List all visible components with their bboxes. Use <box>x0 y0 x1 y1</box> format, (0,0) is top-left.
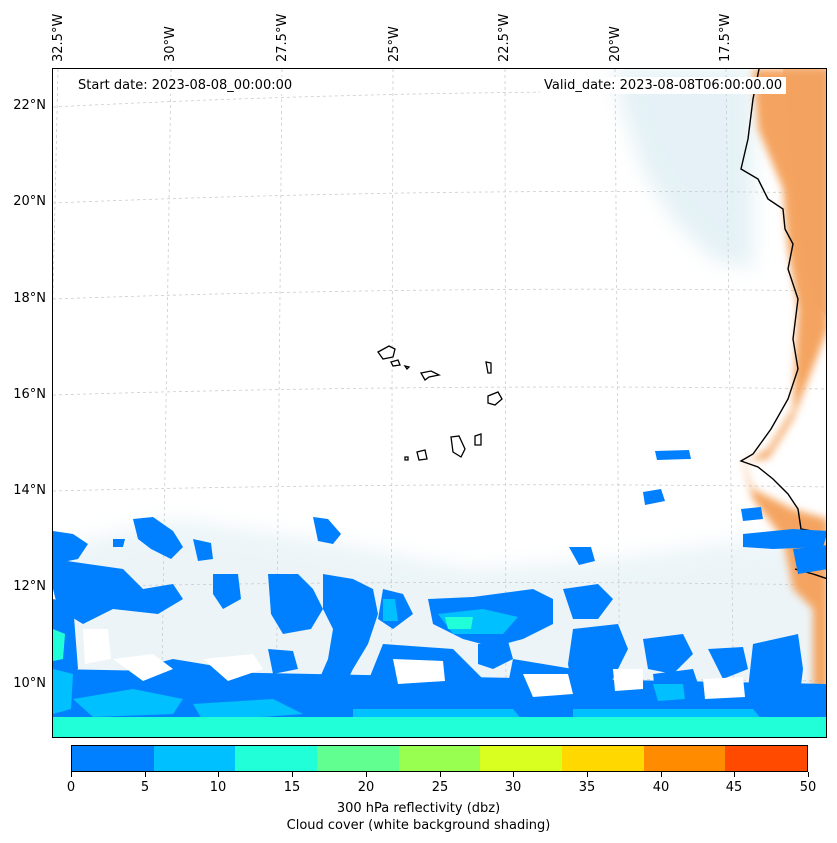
island-boa-vista <box>487 391 503 406</box>
colorbar-tick-mark <box>734 772 735 777</box>
colorbar-segment <box>643 746 726 771</box>
colorbar-tick-label: 5 <box>140 780 150 795</box>
colorbar-tick-mark <box>366 772 367 777</box>
latitude-label: 12°N <box>13 579 46 594</box>
cape-verde-islands <box>377 345 503 461</box>
colorbar-tick-mark <box>218 772 219 777</box>
colorbar-tick-label: 25 <box>431 780 449 795</box>
colorbar-tick-label: 0 <box>66 780 76 795</box>
colorbar-label: 300 hPa reflectivity (dbz) <box>336 801 501 816</box>
colorbar-segment <box>725 746 808 771</box>
colorbar-sublabel: Cloud cover (white background shading) <box>286 818 551 833</box>
island-santo-antao <box>377 345 396 360</box>
cloud-patch-northeast <box>613 69 753 269</box>
latitude-label: 18°N <box>13 291 46 306</box>
latitude-label: 20°N <box>13 194 46 209</box>
colorbar-tick-label: 20 <box>357 780 375 795</box>
island-sao-vicente <box>390 359 401 367</box>
latitude-label: 22°N <box>13 98 46 113</box>
colorbar <box>71 745 808 772</box>
colorbar-tick-mark <box>513 772 514 777</box>
map-canvas <box>53 69 826 737</box>
island-santa-luzia <box>403 364 411 371</box>
colorbar-tick-label: 10 <box>209 780 227 795</box>
colorbar-segment <box>153 746 236 771</box>
island-sao-nicolau <box>419 370 441 381</box>
valid-date-label: Valid_date: 2023-08-08T06:00:00.00 <box>540 77 787 94</box>
land-inner-shade <box>783 69 826 317</box>
island-maio <box>474 433 482 446</box>
reflectivity-band-15-20 <box>53 617 826 737</box>
cloud-cover-shading <box>53 69 826 737</box>
colorbar-segment <box>235 746 318 771</box>
colorbar-tick-mark <box>292 772 293 777</box>
island-brava <box>404 456 409 461</box>
longitude-label: 22.5°W <box>497 13 512 62</box>
colorbar-tick-label: 15 <box>283 780 301 795</box>
colorbar-tick-mark <box>71 772 72 777</box>
start-date-label: Start date: 2023-08-08_00:00:00 <box>74 77 297 94</box>
colorbar-tick-mark <box>587 772 588 777</box>
colorbar-tick-mark <box>808 772 809 777</box>
longitude-label: 32.5°W <box>51 13 66 62</box>
longitude-label: 30°W <box>163 26 178 62</box>
island-santiago <box>450 435 466 458</box>
longitude-label: 17.5°W <box>718 13 733 62</box>
colorbar-tick-label: 50 <box>799 780 817 795</box>
colorbar-tick-label: 35 <box>578 780 596 795</box>
island-fogo <box>416 449 428 461</box>
latitude-label: 10°N <box>13 676 46 691</box>
longitude-label: 20°W <box>608 26 623 62</box>
longitude-label: 27.5°W <box>275 13 290 62</box>
colorbar-tick-mark <box>145 772 146 777</box>
latitude-label: 14°N <box>13 483 46 498</box>
map-panel <box>52 68 827 738</box>
colorbar-tick-label: 30 <box>504 780 522 795</box>
colorbar-segment <box>72 746 154 771</box>
colorbar-segment <box>317 746 399 771</box>
colorbar-segment <box>480 746 563 771</box>
colorbar-segment <box>562 746 644 771</box>
colorbar-tick-label: 45 <box>725 780 743 795</box>
longitude-label: 25°W <box>387 26 402 62</box>
colorbar-tick-mark <box>661 772 662 777</box>
reflectivity-gaps <box>83 629 745 699</box>
island-sal <box>485 361 492 374</box>
reflectivity-contours <box>53 450 826 737</box>
colorbar-tick-label: 40 <box>652 780 670 795</box>
colorbar-tick-mark <box>440 772 441 777</box>
colorbar-segment <box>398 746 481 771</box>
latitude-label: 16°N <box>13 387 46 402</box>
